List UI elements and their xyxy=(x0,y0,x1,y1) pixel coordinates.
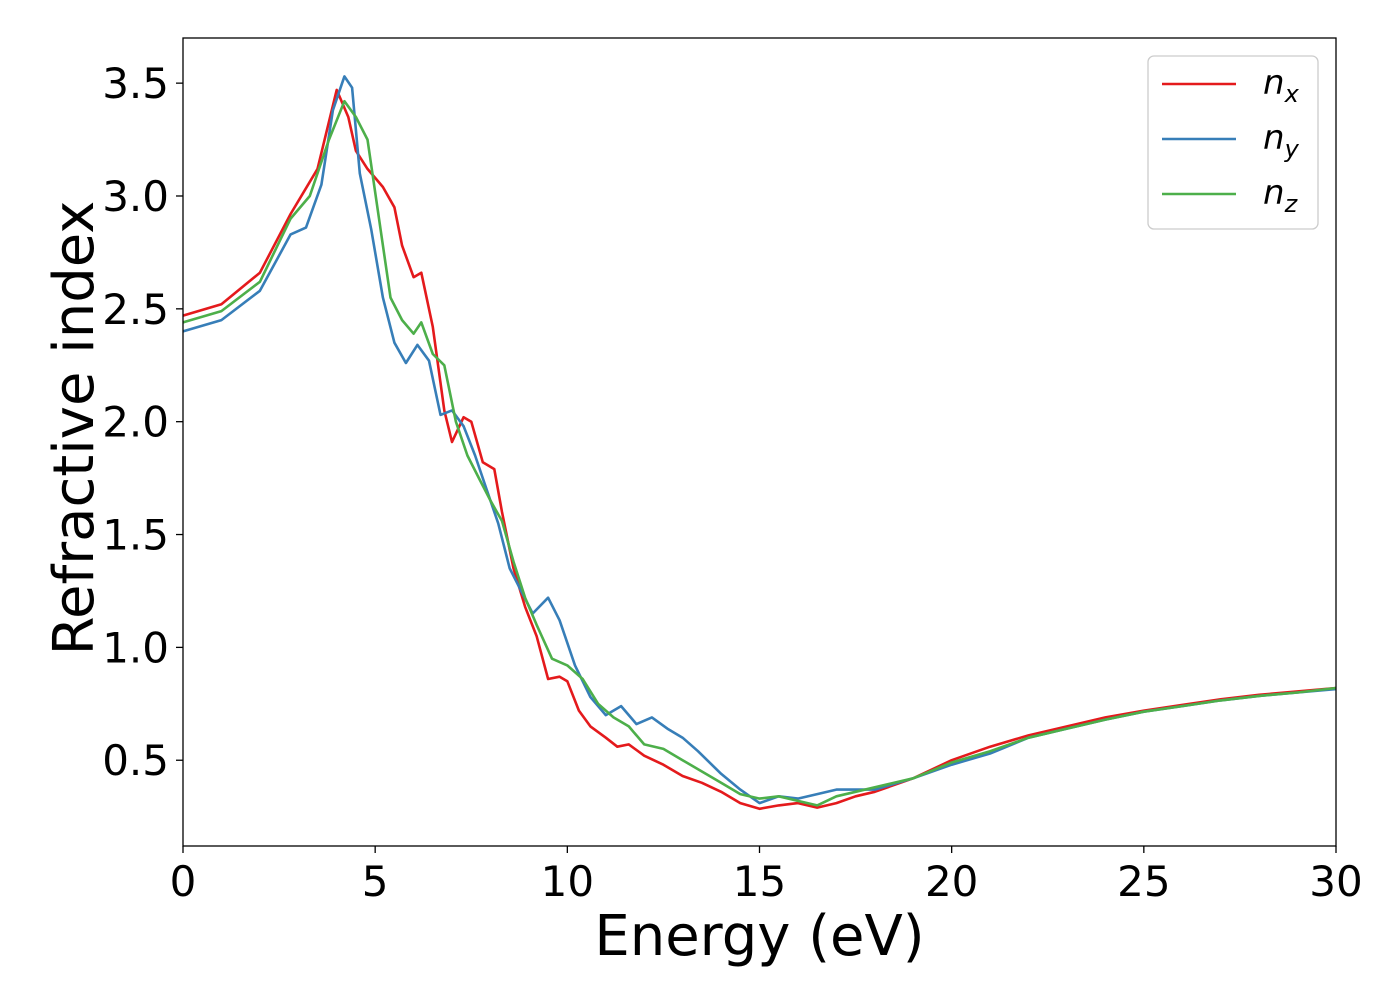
x-tick-label: 20 xyxy=(925,857,978,906)
x-tick-label: 15 xyxy=(733,857,786,906)
y-axis-ticks: 0.5 1.0 1.5 2.0 2.5 3.0 3.5 xyxy=(102,59,183,785)
legend-label-y: ny xyxy=(1263,118,1300,163)
series-line-x xyxy=(182,88,1337,811)
legend-box xyxy=(1147,55,1319,230)
y-tick-label: 0.5 xyxy=(102,736,169,785)
legend: nx ny nz xyxy=(1147,55,1319,230)
x-axis-title: Energy (eV) xyxy=(594,904,924,969)
x-tick-label: 10 xyxy=(541,857,594,906)
y-tick-label: 3.0 xyxy=(102,172,169,221)
y-axis-title: Refractive index xyxy=(42,201,107,656)
legend-label-x: nx xyxy=(1263,63,1300,108)
x-tick-label: 25 xyxy=(1117,857,1170,906)
x-tick-label: 5 xyxy=(362,857,389,906)
legend-label-z: nz xyxy=(1263,173,1299,218)
x-tick-label: 30 xyxy=(1309,857,1362,906)
y-tick-label: 3.5 xyxy=(102,59,169,108)
y-tick-label: 2.5 xyxy=(102,285,169,334)
series-layer xyxy=(182,75,1337,811)
x-tick-label: 0 xyxy=(170,857,197,906)
series-line-z xyxy=(182,99,1337,807)
y-tick-label: 2.0 xyxy=(102,398,169,447)
x-axis-ticks: 0 5 10 15 20 25 30 xyxy=(170,846,1363,906)
y-tick-label: 1.5 xyxy=(102,511,169,560)
y-tick-label: 1.0 xyxy=(102,623,169,672)
